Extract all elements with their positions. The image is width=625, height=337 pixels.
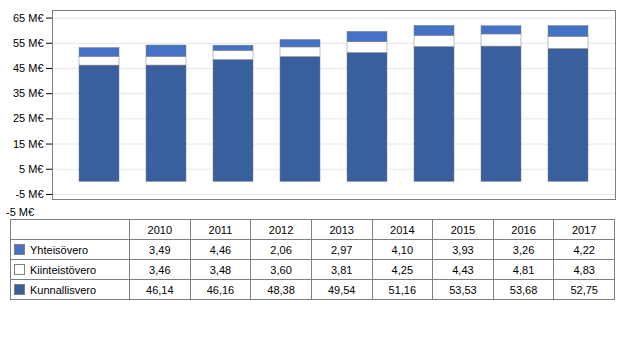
html-text:Yhteisövero: Yhteisövero <box>30 243 89 256</box>
svg-text:65 M€: 65 M€ <box>13 12 44 24</box>
html-text:2016: 2016 <box>511 223 536 236</box>
html-text:3,49: 3,49 <box>149 243 171 256</box>
html-text:2015: 2015 <box>450 223 476 236</box>
html-text:3,81: 3,81 <box>331 263 353 276</box>
svg-text:-5 M€: -5 M€ <box>15 188 43 200</box>
svg-text:45 M€: 45 M€ <box>13 62 44 74</box>
svg-text:55 M€: 55 M€ <box>13 37 44 49</box>
html-text:52,75: 52,75 <box>570 283 598 296</box>
html-text:-5 M€: -5 M€ <box>6 206 35 218</box>
html-text:2017: 2017 <box>571 223 597 236</box>
html-text:4,81: 4,81 <box>512 263 535 276</box>
html-text:2011: 2011 <box>208 223 233 236</box>
html-text:2014: 2014 <box>390 223 415 236</box>
html-text:2013: 2013 <box>329 223 354 236</box>
svg-text:5 M€: 5 M€ <box>19 163 43 175</box>
html-text:3,26: 3,26 <box>512 243 535 256</box>
html-text:53,68: 53,68 <box>509 283 538 296</box>
html-text:4,83: 4,83 <box>573 263 595 276</box>
html-text:3,46: 3,46 <box>149 263 171 276</box>
svg-text:25 M€: 25 M€ <box>13 112 44 124</box>
html-text:4,25: 4,25 <box>391 263 413 276</box>
html-text:3,60: 3,60 <box>270 263 292 276</box>
html-text:51,16: 51,16 <box>388 283 417 296</box>
html-text:3,93: 3,93 <box>452 243 474 256</box>
html-text:4,46: 4,46 <box>209 243 232 256</box>
svg-text:35 M€: 35 M€ <box>13 87 44 99</box>
html-text:53,53: 53,53 <box>449 283 477 296</box>
html-text:46,16: 46,16 <box>206 283 235 296</box>
svg-text:15 M€: 15 M€ <box>13 138 44 150</box>
html-text:2010: 2010 <box>147 223 172 236</box>
html-text:48,38: 48,38 <box>267 283 295 296</box>
html-text:4,22: 4,22 <box>573 243 595 256</box>
html-text:2,97: 2,97 <box>331 243 353 256</box>
html-text:4,43: 4,43 <box>452 263 474 276</box>
html-text:3,48: 3,48 <box>209 263 232 276</box>
html-text:Kunnallisvero: Kunnallisvero <box>30 283 96 296</box>
html-text:Kiinteistövero: Kiinteistövero <box>30 263 96 276</box>
html-text:46,14: 46,14 <box>146 283 174 296</box>
html-text:2012: 2012 <box>268 223 294 236</box>
html-text:2,06: 2,06 <box>270 243 292 256</box>
html-text:4,10: 4,10 <box>391 243 413 256</box>
html-text:49,54: 49,54 <box>327 283 356 296</box>
